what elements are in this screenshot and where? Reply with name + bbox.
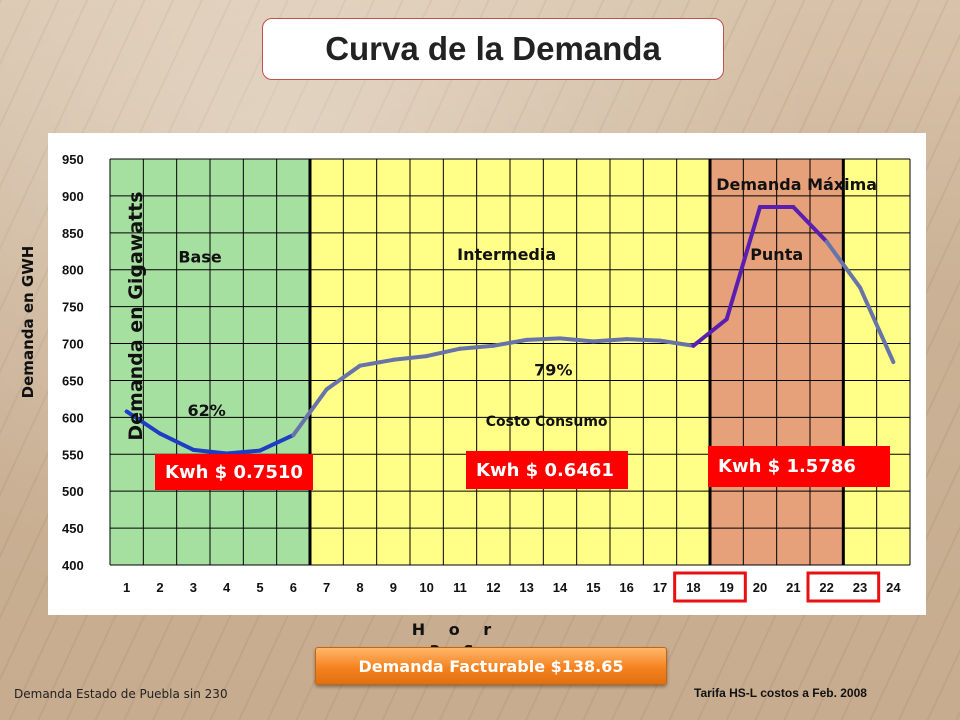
y-tick-label: 400 — [62, 558, 84, 573]
x-tick-label: 22 — [819, 580, 833, 595]
annotation-punta: Punta — [750, 245, 803, 264]
x-tick-label: 2 — [156, 580, 163, 595]
y-tick-label: 600 — [62, 410, 84, 425]
y-axis-title-outer: Demanda en GWH — [19, 245, 37, 399]
demand-line-segment — [224, 448, 262, 456]
x-tick-label: 6 — [290, 580, 297, 595]
x-tick-label: 17 — [653, 580, 667, 595]
demand-line-segment — [124, 409, 162, 436]
price-base-box: Kwh $ 0.7510 — [155, 454, 313, 490]
demand-line-segment — [324, 363, 362, 392]
slide-title: Curva de la Demanda — [262, 18, 724, 80]
demand-line-segment — [358, 357, 396, 368]
y-tick-label: 650 — [62, 373, 84, 388]
x-tick-label: 10 — [419, 580, 433, 595]
x-tick-label: 1 — [123, 580, 130, 595]
annotation-pct79: 79% — [534, 360, 572, 379]
price-punta-box: Kwh $ 1.5786 — [708, 446, 890, 487]
x-tick-label: 24 — [886, 580, 901, 595]
x-tick-label: 5 — [256, 580, 263, 595]
x-tick-label: 14 — [553, 580, 568, 595]
highlight-hours-22-23 — [806, 571, 881, 603]
x-tick-label: 11 — [453, 580, 467, 595]
y-tick-label: 550 — [62, 447, 84, 462]
x-tick-label: 13 — [519, 580, 533, 595]
x-tick-label: 18 — [686, 580, 700, 595]
y-tick-label: 800 — [62, 263, 84, 278]
demand-line-segment — [591, 337, 629, 344]
demand-line-segment — [624, 337, 662, 343]
demand-line-segment — [691, 317, 729, 348]
demand-line-segment — [291, 387, 329, 438]
demand-line-segment — [258, 433, 296, 453]
y-tick-label: 950 — [62, 152, 84, 167]
x-tick-label: 3 — [190, 580, 197, 595]
demand-line-segment — [658, 338, 696, 348]
demand-line-segment — [791, 204, 829, 244]
annotation-base: Base — [178, 247, 222, 266]
x-tick-label: 19 — [719, 580, 733, 595]
x-tick-label: 21 — [786, 580, 800, 595]
demand-line-segment — [824, 239, 862, 290]
annotation-costo: Costo Consumo — [486, 414, 608, 430]
annotation-pct62: 62% — [188, 401, 226, 420]
x-tick-label: 9 — [390, 580, 397, 595]
y-tick-label: 500 — [62, 484, 84, 499]
demand-line-segment — [524, 336, 562, 342]
demand-line-segment — [458, 343, 496, 351]
y-tick-label: 850 — [62, 226, 84, 241]
x-tick-label: 7 — [323, 580, 330, 595]
x-tick-label: 15 — [586, 580, 600, 595]
footnote-tariff: Tarifa HS-L costos a Feb. 2008 — [694, 686, 867, 700]
demand-line-segment — [424, 346, 462, 359]
highlight-hours-18-19 — [673, 571, 747, 603]
annotation-demmax: Demanda Máxima — [716, 175, 877, 194]
y-tick-label: 700 — [62, 337, 84, 352]
y-axis-title-inner: Demanda en Gigawatts — [125, 191, 147, 441]
x-tick-label: 4 — [223, 580, 231, 595]
x-tick-label: 12 — [486, 580, 500, 595]
y-tick-label: 450 — [62, 521, 84, 536]
demanda-facturable-button[interactable]: Demanda Facturable $138.65 — [315, 647, 667, 685]
demand-line-segment — [158, 431, 196, 452]
demand-line-segment — [724, 204, 762, 322]
x-tick-label: 23 — [853, 580, 867, 595]
y-tick-label: 750 — [62, 300, 84, 315]
y-tick-label: 900 — [62, 189, 84, 204]
demand-line-segment — [191, 447, 229, 456]
x-tick-label: 20 — [753, 580, 767, 595]
demand-line-segment — [858, 285, 896, 364]
x-tick-label: 16 — [619, 580, 633, 595]
demand-line-segment — [391, 354, 429, 362]
annotation-inter: Intermedia — [457, 245, 556, 264]
demand-line-segment — [558, 336, 596, 344]
footnote-source: Demanda Estado de Puebla sin 230 — [14, 687, 228, 701]
price-intermedia-box: Kwh $ 0.6461 — [466, 451, 628, 489]
demand-line-segment — [491, 337, 529, 348]
x-tick-label: 8 — [356, 580, 363, 595]
